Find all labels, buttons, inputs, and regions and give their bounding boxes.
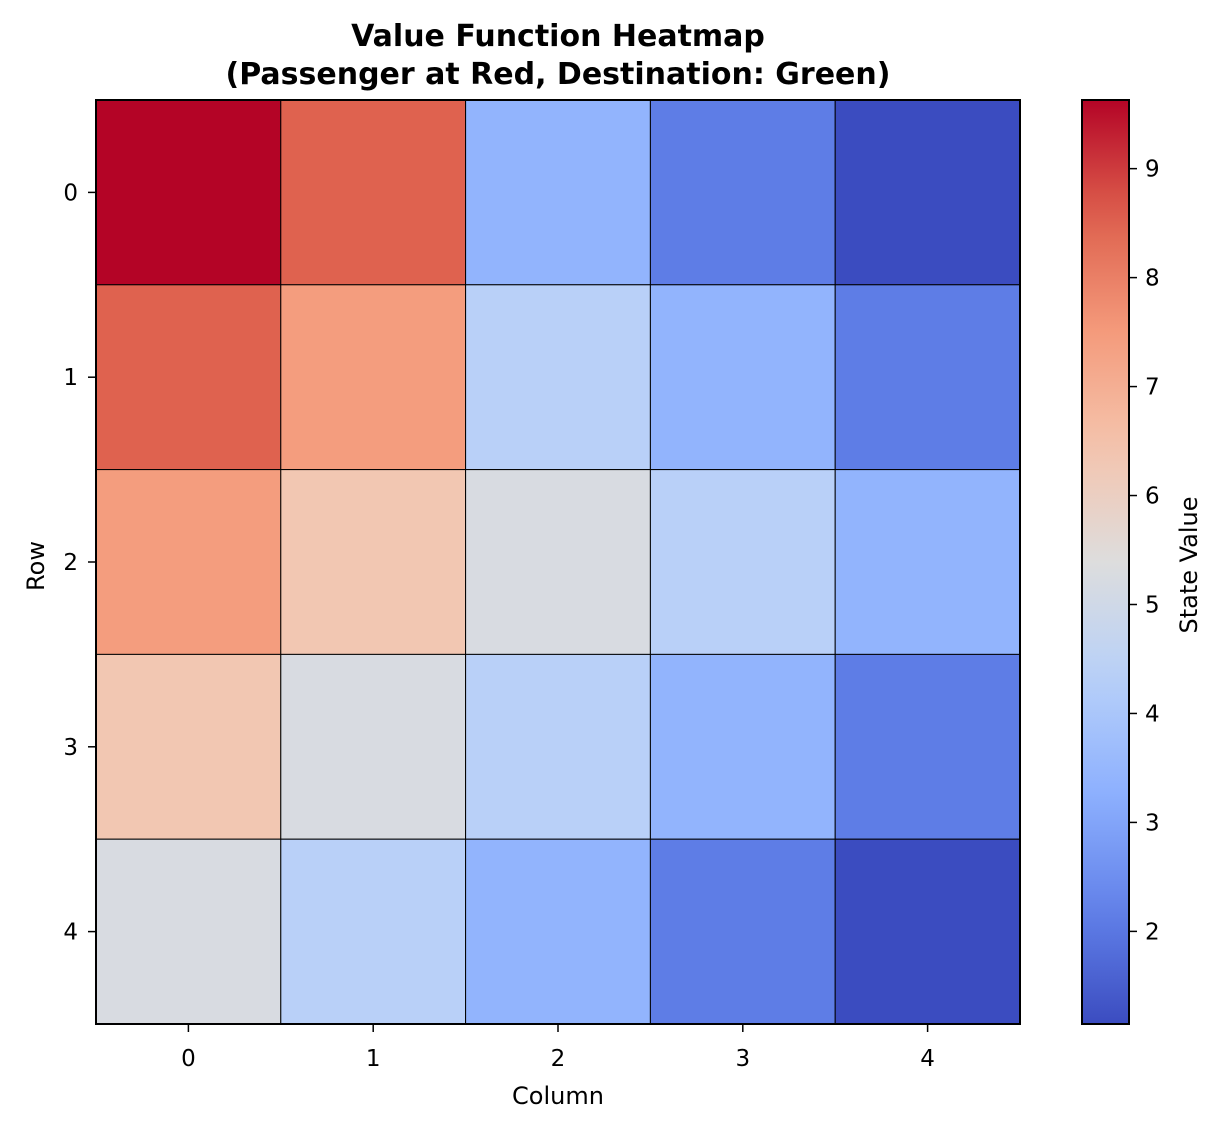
- heatmap-cell-r2-c0: [95, 469, 282, 655]
- heatmap-cell-r0-c3: [649, 99, 836, 286]
- colorbar-tick-label: 9: [1145, 157, 1160, 183]
- colorbar-tick-label: 2: [1145, 919, 1160, 945]
- heatmap-cell-r3-c4: [834, 653, 1021, 840]
- colorbar-tick-label: 5: [1145, 592, 1160, 618]
- heatmap-cell-r1-c2: [465, 284, 651, 471]
- heatmap-cell-r2-c3: [649, 469, 836, 655]
- heatmap-cell-r4-c1: [280, 838, 467, 1025]
- colorbar-tick-label: 4: [1145, 701, 1160, 727]
- heatmap-cell-r1-c3: [649, 284, 836, 471]
- heatmap-cell-r3-c2: [465, 653, 651, 840]
- colorbar-tick-label: 8: [1145, 266, 1160, 292]
- y-axis-label: Row: [22, 541, 50, 591]
- colorbar-tick-label: 7: [1145, 375, 1160, 401]
- x-tick-label: 1: [366, 1046, 381, 1072]
- heatmap-cell-r3-c0: [95, 653, 282, 840]
- x-tick-label: 2: [551, 1046, 566, 1072]
- colorbar-tick-label: 6: [1145, 484, 1160, 510]
- heatmap-cell-r0-c2: [465, 99, 651, 286]
- y-tick-label: 1: [63, 365, 78, 391]
- heatmap-cell-r2-c1: [280, 469, 467, 655]
- heatmap-cell-r2-c2: [465, 469, 651, 655]
- heatmap-cell-r3-c1: [280, 653, 467, 840]
- x-axis-ticks: 0 1 2 3 4: [181, 1024, 935, 1072]
- x-tick-label: 0: [181, 1046, 196, 1072]
- x-tick-label: 4: [920, 1046, 935, 1072]
- heatmap-cell-r2-c4: [834, 469, 1021, 655]
- heatmap-cell-r4-c0: [95, 838, 282, 1025]
- heatmap-cell-r4-c4: [834, 838, 1021, 1025]
- heatmap-cell-r0-c4: [834, 99, 1021, 286]
- heatmap-cell-r0-c0: [95, 99, 282, 286]
- heatmap-cell-r4-c2: [465, 838, 651, 1025]
- colorbar-label: State Value: [1175, 496, 1203, 633]
- heatmap-cell-r0-c1: [280, 99, 467, 286]
- heatmap-cells: [95, 99, 1021, 1025]
- x-axis-label: Column: [512, 1082, 604, 1110]
- heatmap-cell-r1-c4: [834, 284, 1021, 471]
- colorbar-ticks: 2 3 4 5 6 7 8 9: [1129, 157, 1160, 945]
- y-tick-label: 0: [63, 180, 78, 206]
- y-tick-label: 3: [63, 735, 78, 761]
- heatmap-cell-r4-c3: [649, 838, 836, 1025]
- colorbar: [1081, 99, 1130, 1025]
- chart-subtitle: (Passenger at Red, Destination: Green): [226, 57, 891, 92]
- colorbar-tick-label: 3: [1145, 810, 1160, 836]
- y-tick-label: 4: [63, 920, 78, 946]
- heatmap-cell-r3-c3: [649, 653, 836, 840]
- x-tick-label: 3: [735, 1046, 750, 1072]
- heatmap-cell-r1-c1: [280, 284, 467, 471]
- chart-title: Value Function Heatmap: [351, 19, 765, 54]
- y-axis-ticks: 0 1 2 3 4: [63, 180, 96, 946]
- y-tick-label: 2: [63, 550, 78, 576]
- heatmap-cell-r1-c0: [95, 284, 282, 471]
